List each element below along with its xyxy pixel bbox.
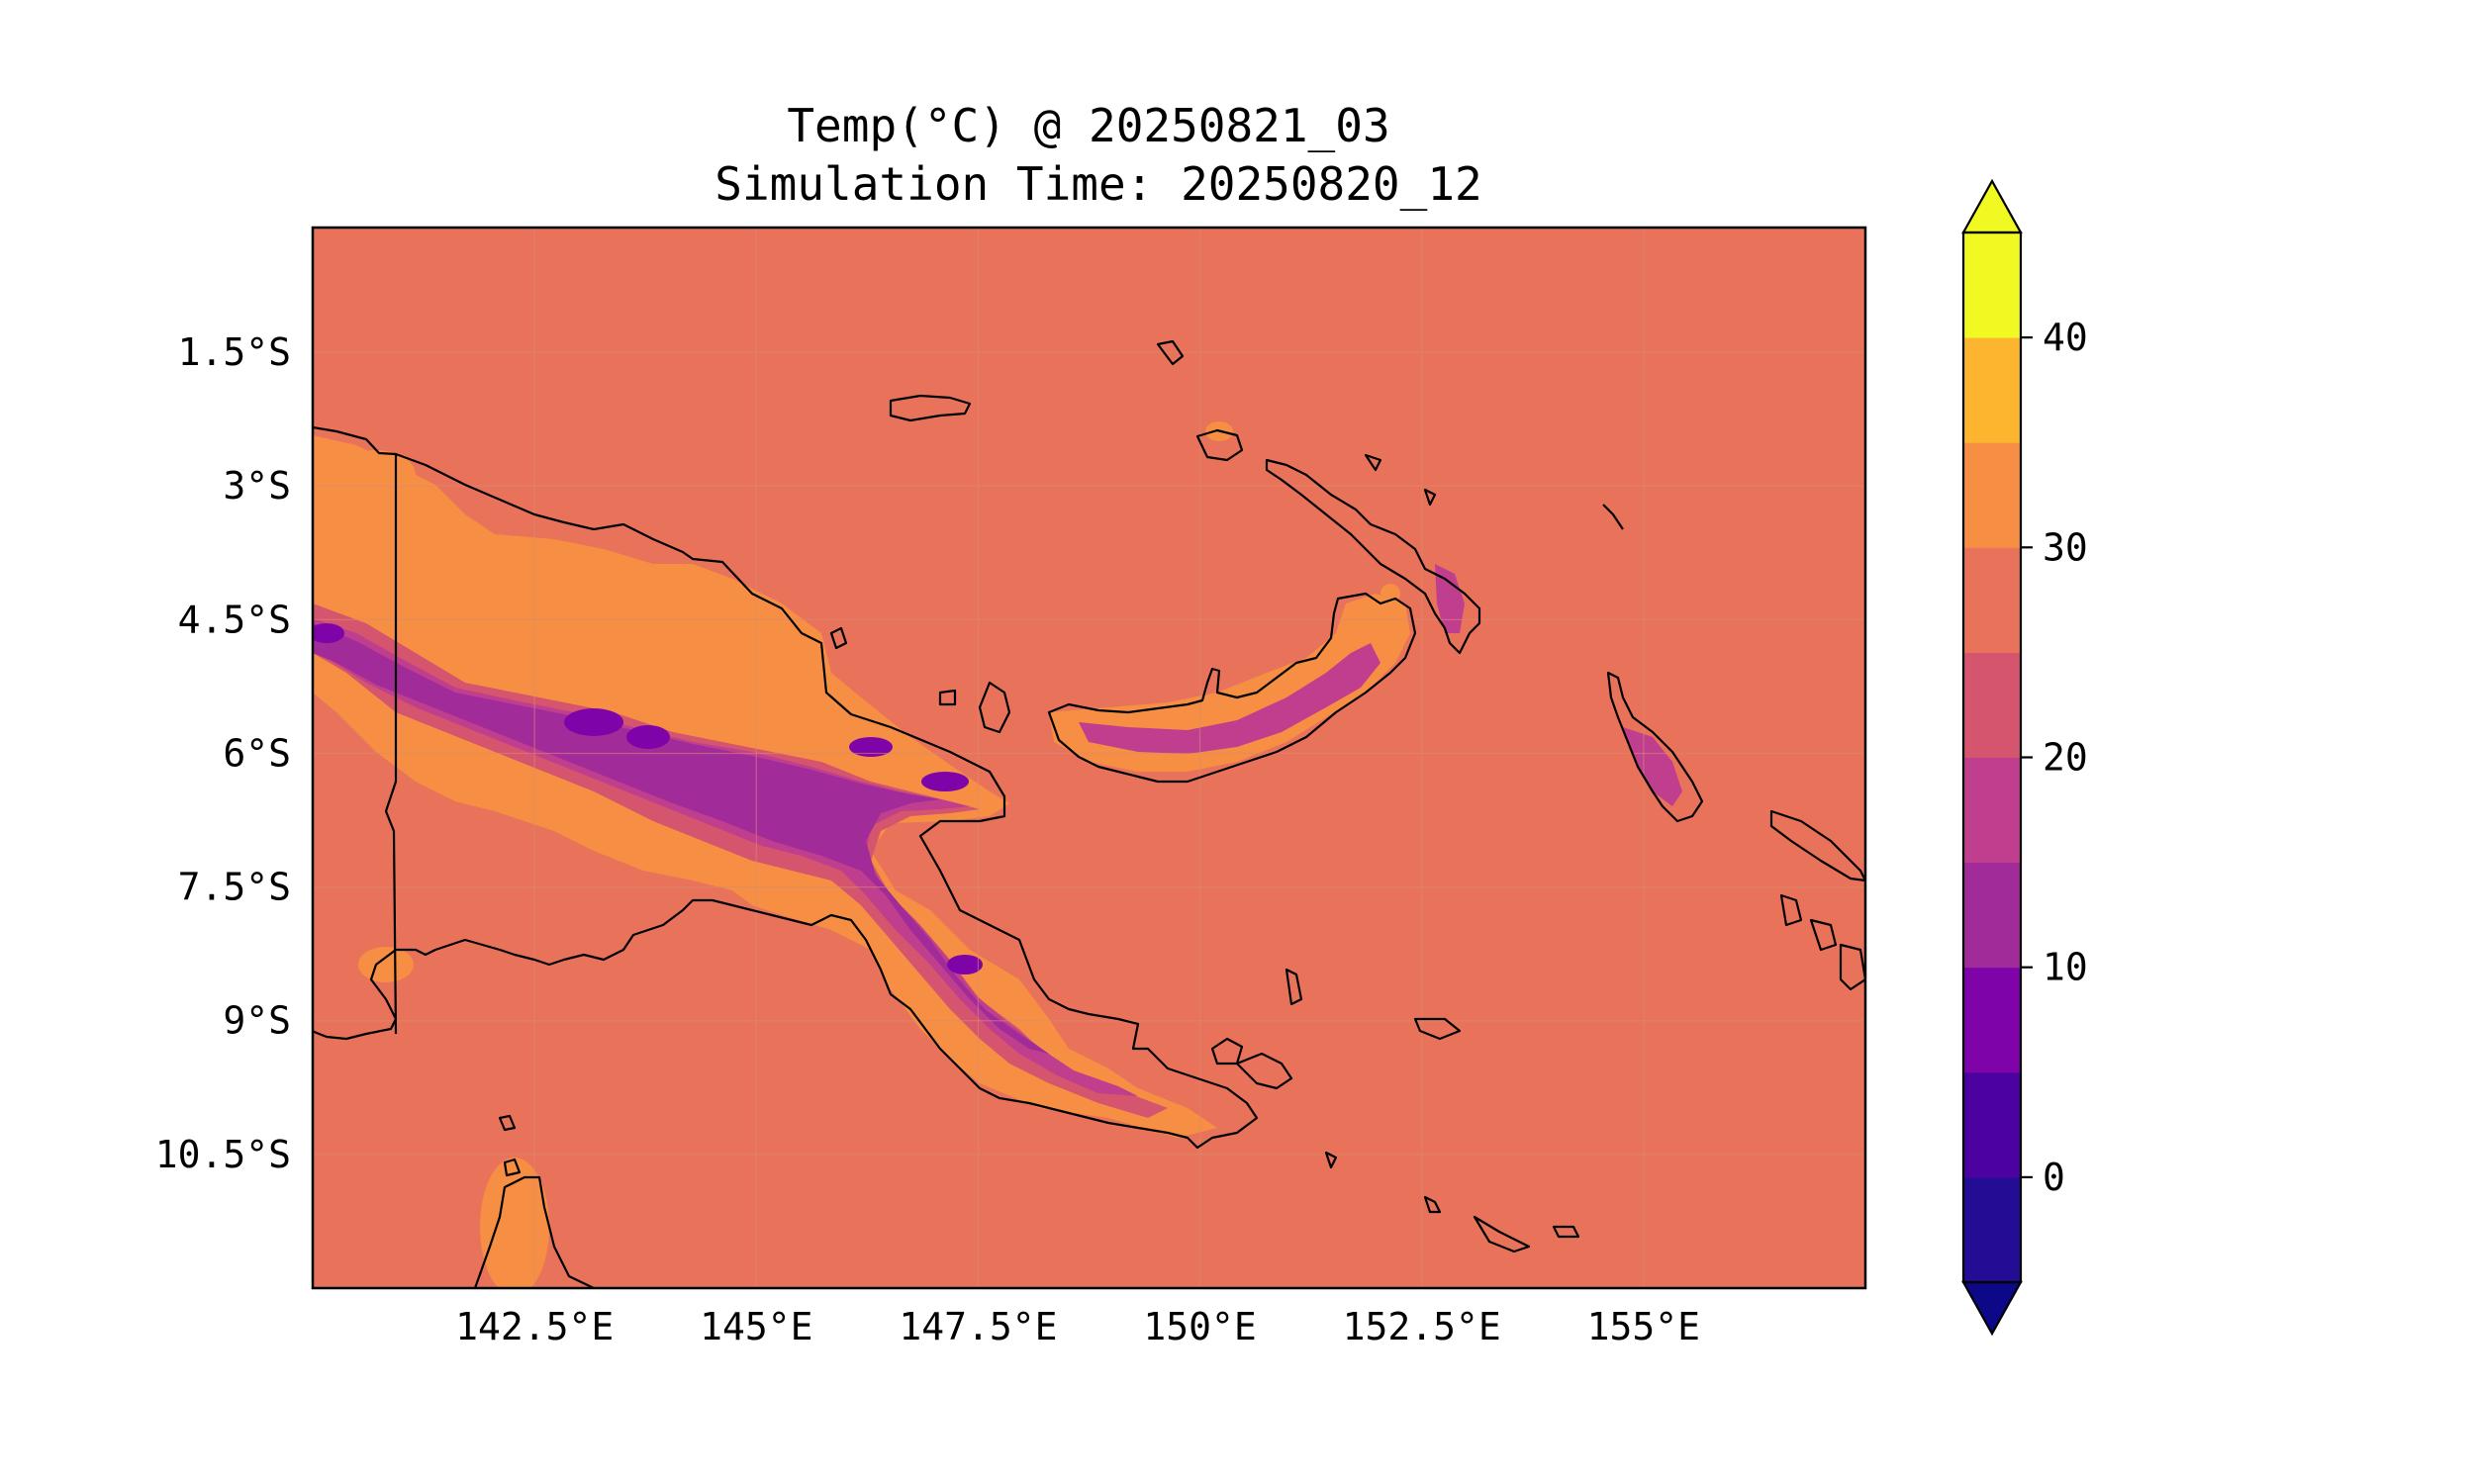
colorbar-segment [1963,862,2021,969]
cold-core-4 [921,772,969,791]
x-axis-ticks: 142.5°E 145°E 147.5°E 150°E 152.5°E 155°E [455,1305,1700,1348]
x-tick-label: 147.5°E [899,1305,1057,1348]
colorbar-over-arrow [1961,178,2023,234]
coastline-small-4 [1324,1151,1338,1169]
map-title-line-2: Simulation Time: 20250820_12 [714,157,1481,211]
y-tick-label: 10.5°S [155,1133,291,1176]
x-tick-label: 155°E [1587,1305,1700,1348]
coastline-louisiade [1473,1215,1531,1253]
coastline-small-2 [1285,968,1303,1006]
cold-core-1 [564,708,623,736]
temperature-field [313,421,1682,1288]
y-axis-ticks: 1.5°S 3°S 4.5°S 6°S 7.5°S 9°S 10.5°S [155,330,291,1176]
coastline-woodlark [1413,1017,1462,1041]
colorbar-tick-label: 30 [2043,525,2088,569]
coastline-small-8 [938,689,957,706]
colorbar-segment [1963,1176,2021,1283]
coastline-small-7 [978,681,1011,734]
x-tick-label: 142.5°E [455,1305,614,1348]
coastline-new-ireland [1265,458,1481,655]
coastline-small-5 [1364,453,1382,472]
contour-band-30-35-new-britain [1049,594,1410,772]
colorbar-segment [1963,442,2021,548]
cold-core-2 [626,725,670,749]
colorbar-segment [1963,652,2021,758]
coastline-small-6 [1423,488,1437,507]
coastline-new-britain [1047,592,1417,784]
coastline-small-1 [1552,1225,1580,1239]
coastline-small-9 [829,626,848,650]
coastline-island-1 [889,394,972,422]
y-tick-label: 9°S [223,999,291,1043]
coastline-small-11 [498,1114,517,1132]
x-tick-label: 150°E [1143,1305,1256,1348]
map-gridlines [313,228,1865,1288]
map-title-line-1: Temp(°C) @ 20250821_03 [787,99,1389,152]
x-tick-label: 152.5°E [1343,1305,1501,1348]
coastline-solomon-3 [1809,918,1838,952]
coastline-small-3 [1602,504,1624,530]
boundary-line [384,454,398,1035]
colorbar-segment [1963,337,2021,443]
warm-patch-south [358,947,414,982]
colorbar-segment [1963,967,2021,1073]
coastline-small-12 [503,1158,522,1177]
coastline-solomon-2 [1779,893,1803,927]
coastline-new-guinea [313,425,1259,1150]
map-frame [311,226,1867,1290]
colorbar-tick-label: 20 [2043,736,2088,780]
contour-band-bougainville [1623,727,1682,806]
coastline-goodenough [1210,1037,1244,1066]
coastline-solomon-4 [1839,943,1865,991]
cold-core-5 [313,623,344,643]
colorbar-under-arrow [1961,1280,2023,1337]
y-tick-label: 3°S [223,464,291,508]
coastlines [313,339,1865,1288]
colorbar-segment [1963,232,2021,338]
coastline-bougainville [1606,671,1704,823]
coastline-island-2 [1156,339,1185,366]
map-panel [311,226,1867,1290]
coastline-small-10 [1423,1195,1442,1214]
cold-core-3 [849,737,893,757]
colorbar-segment [1963,1071,2021,1178]
coastline-fergusson [1235,1052,1293,1090]
x-tick-label: 145°E [700,1305,812,1348]
coastline-manus [1195,428,1244,462]
colorbar: 0 10 20 30 40 [1961,178,2088,1337]
y-tick-label: 7.5°S [178,866,291,909]
coastline-cape-york [473,1175,595,1288]
colorbar-tick-label: 40 [2043,316,2088,359]
contour-band-new-ireland [1435,564,1465,633]
coastline-solomon-1 [1769,809,1865,882]
contour-band-20-25-new-britain [1079,643,1380,754]
y-tick-label: 1.5°S [178,330,291,374]
colorbar-segment [1963,757,2021,864]
contour-band-10-15-mainland [313,623,1049,1054]
colorbar-tick-label: 0 [2043,1156,2065,1199]
cold-core-6 [947,955,983,974]
colorbar-segment [1963,547,2021,653]
y-tick-label: 6°S [223,731,291,775]
y-tick-label: 4.5°S [178,598,291,641]
colorbar-tick-label: 10 [2043,946,2088,989]
warm-patch-cape [480,1158,549,1288]
